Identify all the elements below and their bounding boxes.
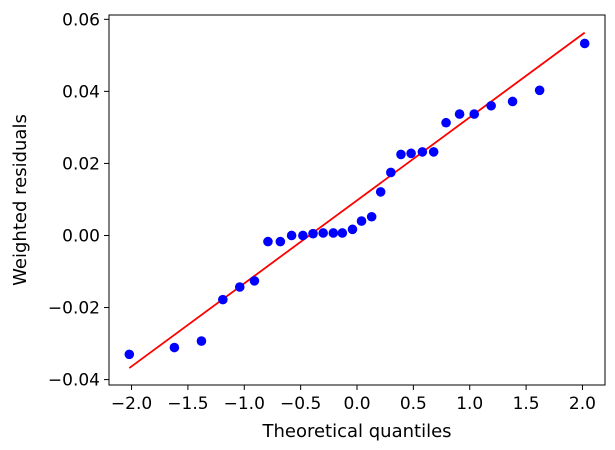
data-point [249, 276, 260, 286]
data-point [218, 294, 228, 305]
data-point [356, 216, 367, 226]
x-tick-label: −1.0 [224, 394, 265, 414]
y-tick-label: −0.02 [48, 299, 100, 319]
data-point [263, 236, 273, 247]
x-tick-label: 0.0 [343, 394, 370, 414]
data-point [169, 342, 180, 353]
fit-line [128, 31, 586, 369]
data-point [579, 38, 590, 49]
data-point [234, 282, 245, 292]
x-tick-label: −0.5 [280, 394, 321, 414]
data-point [417, 147, 428, 157]
data-point [469, 109, 480, 119]
data-point [386, 167, 396, 178]
data-point [337, 228, 348, 238]
data-point [366, 211, 377, 222]
fit-line-layer [128, 31, 586, 369]
data-point [486, 100, 496, 111]
x-axis-ticks: −2.0 −1.5 −1.0 −0.5 0.0 0.5 1.0 1.5 2.0 [111, 385, 596, 414]
data-point [347, 224, 358, 235]
data-point [534, 85, 545, 96]
data-point [286, 230, 297, 241]
x-tick-label: 1.0 [456, 394, 483, 414]
y-axis-title: Weighted residuals [10, 114, 31, 286]
x-tick-label: −2.0 [111, 394, 152, 414]
data-point [308, 228, 318, 239]
y-tick-label: −0.04 [48, 371, 100, 391]
data-point [507, 96, 518, 107]
data-point [298, 230, 308, 241]
data-point [396, 149, 406, 160]
x-tick-label: 2.0 [569, 394, 596, 414]
points-layer [124, 38, 590, 360]
data-point [375, 187, 386, 197]
y-axis-ticks: −0.04 −0.02 0.00 0.02 0.04 0.06 [48, 10, 109, 391]
y-tick-label: 0.02 [62, 154, 100, 174]
data-point [454, 109, 465, 119]
x-tick-label: −1.5 [167, 394, 208, 414]
data-point [318, 228, 328, 238]
data-point [196, 336, 207, 346]
x-tick-label: 0.5 [400, 394, 427, 414]
data-point [124, 349, 135, 360]
data-point [406, 148, 416, 159]
data-point [275, 236, 286, 247]
y-tick-label: 0.00 [62, 226, 100, 246]
x-axis-title: Theoretical quantiles [261, 421, 451, 442]
data-point [328, 228, 339, 238]
y-tick-label: 0.04 [62, 82, 100, 102]
data-point [441, 117, 451, 128]
data-point [428, 147, 439, 157]
y-tick-label: 0.06 [62, 10, 100, 30]
x-tick-label: 1.5 [513, 394, 540, 414]
